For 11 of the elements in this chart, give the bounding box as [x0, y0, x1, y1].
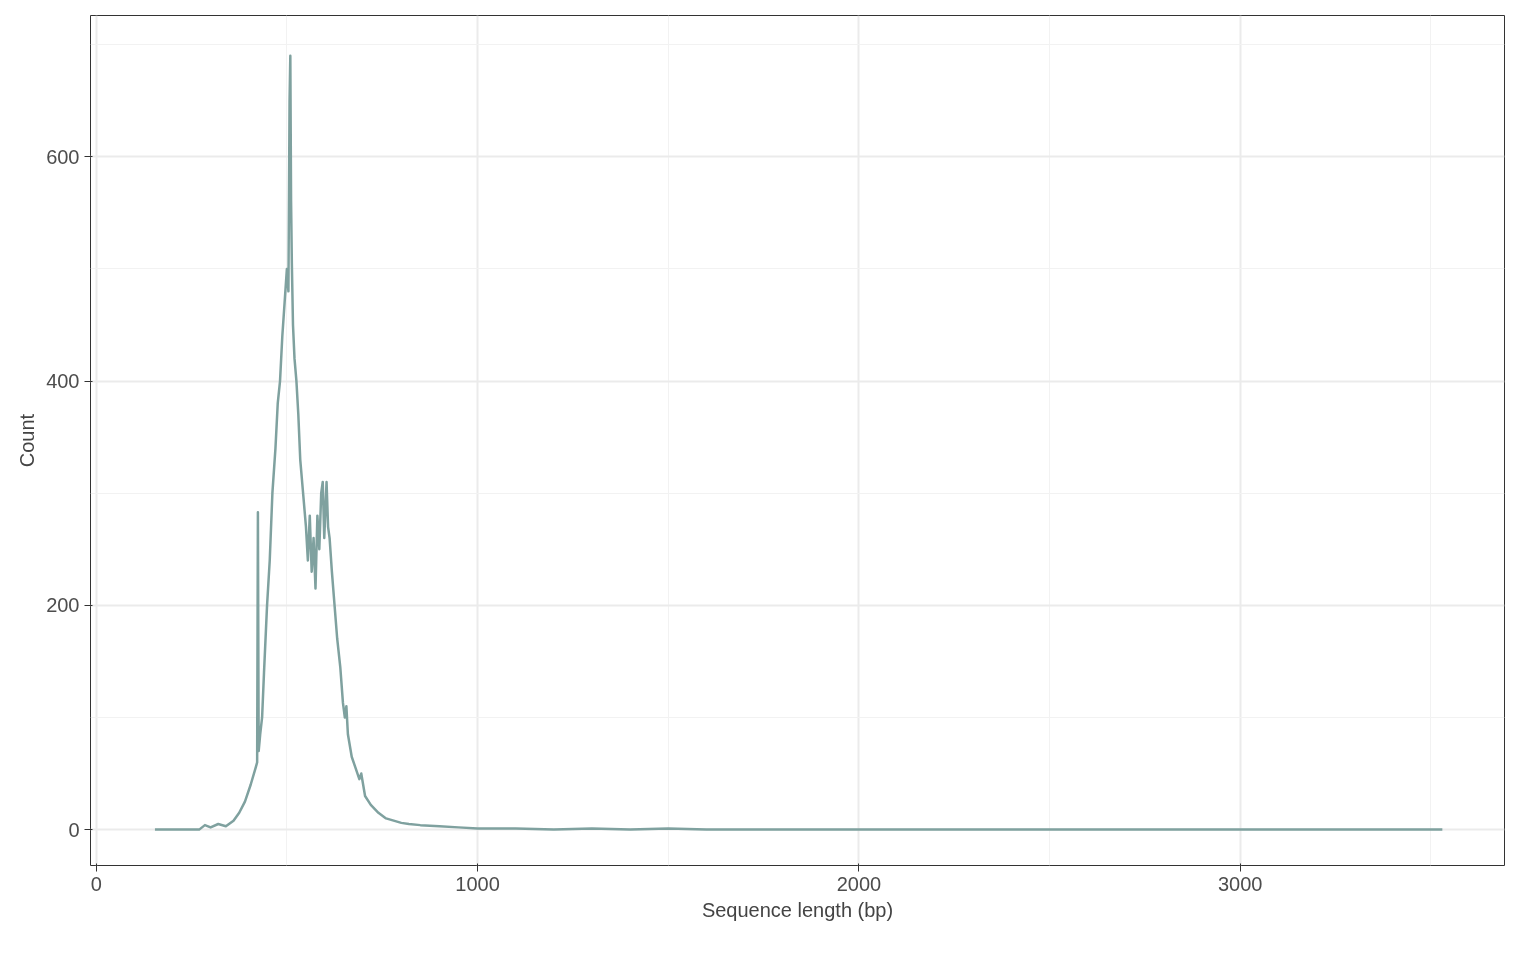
x-tick-label: 0	[90, 872, 102, 895]
line-series	[153, 54, 1444, 831]
x-axis-title: Sequence length (bp)	[701, 898, 894, 921]
x-tick-label: 3000	[1217, 872, 1263, 895]
x-tick-label: 1000	[455, 872, 500, 895]
y-tick-label: 400	[46, 370, 80, 393]
y-axis-title: Count	[16, 413, 39, 468]
y-tick-label: 0	[68, 818, 80, 841]
x-tick-label: 2000	[836, 872, 882, 895]
y-tick-label: 600	[46, 145, 80, 168]
y-tick-label: 200	[46, 594, 80, 617]
